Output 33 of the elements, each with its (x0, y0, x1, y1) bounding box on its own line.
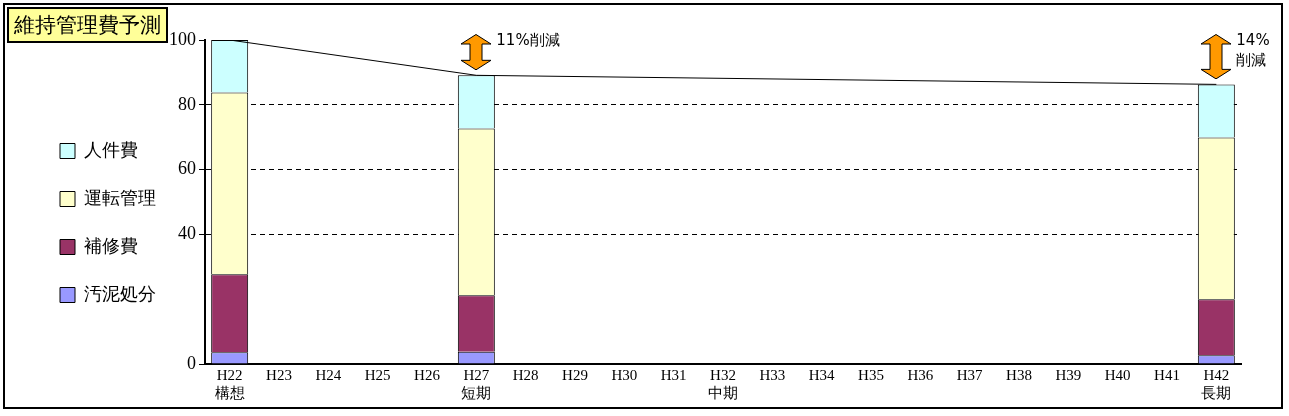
x-tick-label: H40 (1104, 366, 1131, 383)
x-tick-label: H35 (858, 366, 884, 383)
chart-title: 維持管理費予測 (7, 7, 168, 43)
y-tick-label: 60 (178, 158, 196, 179)
legend-label: 汚泥処分 (84, 282, 156, 304)
x-tick-label: H24 (315, 366, 342, 383)
y-tick-label: 40 (178, 223, 196, 244)
x-tick-label: H41 (1154, 366, 1180, 383)
y-tick-label: 100 (169, 28, 196, 49)
annotation: 11%削減 (496, 30, 560, 50)
legend-label: 補修費 (84, 234, 138, 256)
x-tick-label: H31 (660, 366, 687, 383)
legend-label: 運転管理 (84, 186, 156, 208)
x-tick-label: H22 構想 (214, 366, 245, 401)
x-tick-label: H38 (1006, 366, 1032, 383)
x-tick-label: H27 短期 (461, 366, 492, 401)
x-tick-label: H23 (266, 366, 292, 383)
x-tick-label: H37 (956, 366, 984, 383)
x-tick-label: H33 (759, 366, 786, 383)
x-tick-label: H30 (611, 366, 638, 383)
legend-label: 人件費 (84, 138, 138, 160)
x-tick-label: H36 (907, 366, 934, 383)
x-tick-label: H39 (1055, 366, 1082, 383)
annotation: 14%削減 (1236, 30, 1271, 70)
x-tick-label: H28 (512, 366, 539, 383)
x-tick-label: H32 中期 (708, 366, 738, 401)
y-tick-label: 80 (178, 93, 196, 114)
x-tick-label: H29 (562, 366, 588, 383)
y-tick-label: 0 (187, 352, 196, 373)
x-tick-label: H34 (808, 366, 836, 383)
x-tick-label: H25 (364, 366, 391, 383)
x-tick-label: H42 長期 (1201, 366, 1232, 401)
x-tick-label: H26 (414, 366, 441, 383)
